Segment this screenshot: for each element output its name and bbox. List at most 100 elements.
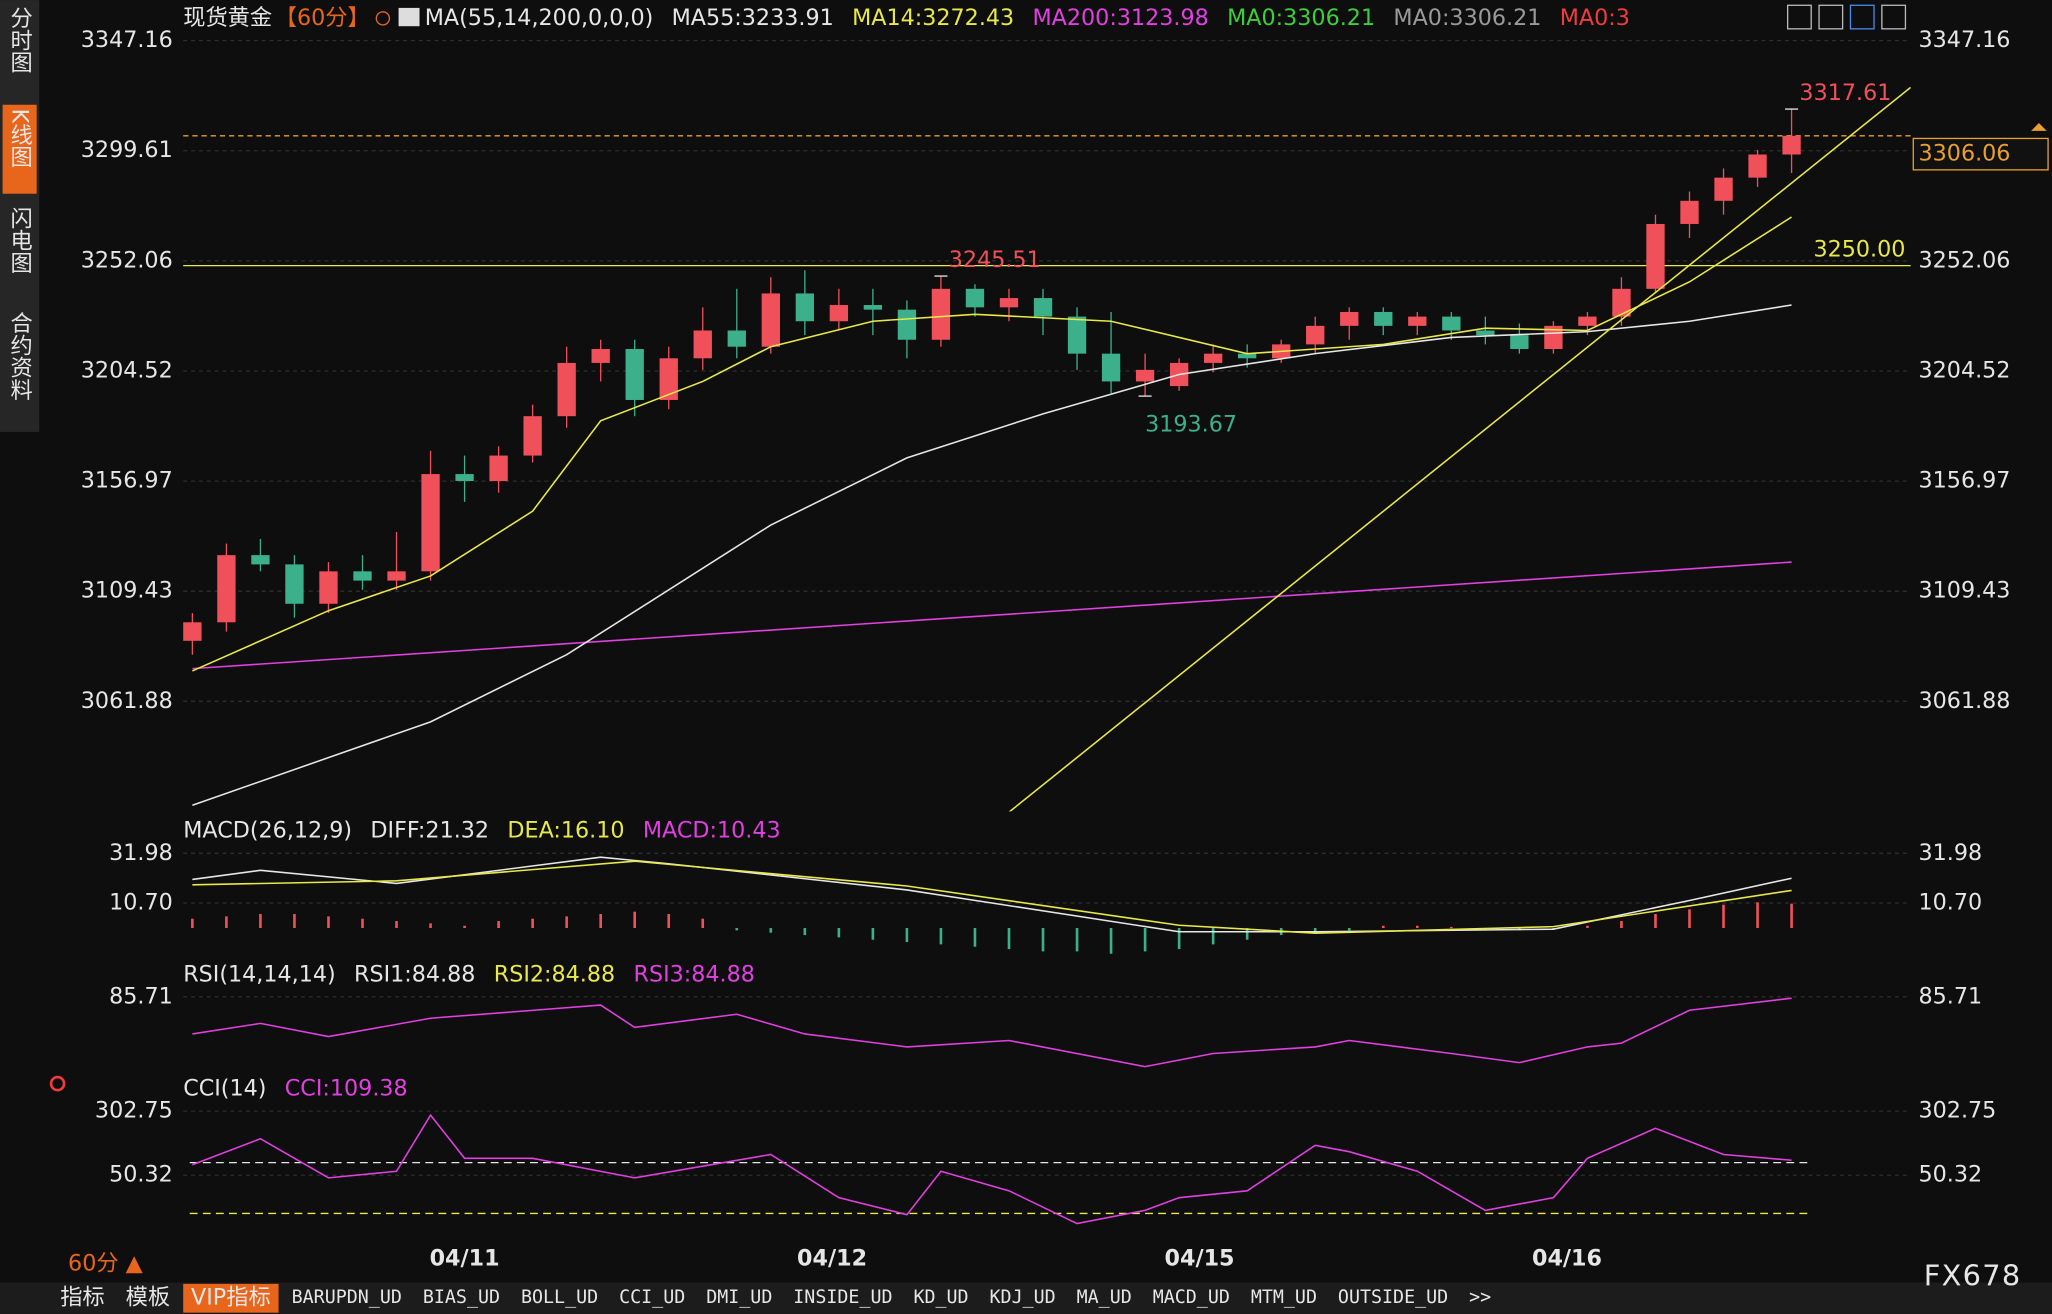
tab[interactable]: INSIDE_UD [793, 1287, 892, 1308]
candle-body [1306, 325, 1325, 345]
legend-item: MA200:3123.98 [1033, 5, 1209, 31]
y-tick-label-right: 3156.97 [1919, 468, 2011, 494]
candle-body [1408, 316, 1427, 326]
tab[interactable]: KDJ_UD [990, 1287, 1056, 1308]
tab[interactable]: MTM_UD [1251, 1287, 1317, 1308]
candle-body [625, 349, 644, 400]
legend-item: MA55:3233.91 [672, 5, 834, 31]
legend-item: MA14:3272.43 [852, 5, 1014, 31]
histogram-bar [1007, 928, 1011, 950]
candle-body [557, 362, 576, 417]
legend-item: CCI:109.38 [285, 1075, 408, 1101]
candle-body [965, 288, 985, 308]
sidebar-tab[interactable]: K线图 [7, 109, 33, 168]
histogram-bar [293, 914, 296, 929]
line [192, 997, 1792, 1068]
tab[interactable]: BARUPDN_UD [292, 1287, 402, 1308]
histogram-bar [735, 928, 739, 931]
chart-title: 现货黄金 [183, 5, 272, 31]
legend-item: RSI1:84.88 [354, 962, 475, 988]
tab[interactable]: DMI_UD [706, 1287, 772, 1308]
candle-body [1101, 353, 1121, 382]
candle-body [829, 305, 849, 322]
candle-body [455, 474, 474, 482]
histogram-bar [803, 928, 807, 936]
tab-bar [0, 1282, 2052, 1314]
icon [398, 7, 420, 27]
sidebar [0, 0, 40, 432]
sidebar-tab[interactable]: 闪电图 [7, 206, 33, 273]
candle-body [285, 564, 304, 604]
candle-body [183, 622, 202, 641]
tab[interactable]: BOLL_UD [521, 1287, 598, 1308]
tab[interactable]: OUTSIDE_UD [1338, 1287, 1448, 1308]
candle-body [863, 305, 883, 310]
tab[interactable]: CCI_UD [619, 1287, 685, 1308]
histogram-bar [837, 928, 841, 938]
candle-body [421, 474, 440, 572]
legend-item: MACD:10.43 [643, 818, 781, 844]
candle-body [931, 288, 951, 340]
line [192, 1113, 1792, 1225]
toolbar-icons[interactable] [1786, 4, 1907, 30]
candle-body [1135, 369, 1155, 382]
histogram-bar [871, 928, 875, 940]
tab[interactable]: 模板 [126, 1285, 170, 1311]
histogram-bar [1313, 928, 1317, 933]
period: 【60分】 [275, 5, 370, 31]
tab-bg[interactable] [183, 1283, 279, 1313]
histogram-bar [1143, 928, 1147, 952]
candle-body [1646, 223, 1665, 289]
histogram-bar [361, 918, 364, 929]
histogram-bar [1450, 926, 1453, 929]
line [192, 304, 1792, 806]
histogram-bar [327, 916, 330, 929]
legend-item: DEA:16.10 [507, 818, 624, 844]
candle-body [523, 416, 542, 456]
icon[interactable] [1849, 4, 1875, 30]
candle-body [1748, 154, 1767, 178]
legend-item: MA0:3 [1560, 5, 1630, 31]
histogram-bar [905, 928, 909, 943]
icon[interactable] [1881, 4, 1907, 30]
y-tick-label-right: 3347.16 [1919, 27, 2011, 53]
tab[interactable]: MACD_UD [1153, 1287, 1230, 1308]
histogram-bar [1245, 928, 1249, 940]
candle-body [727, 330, 746, 347]
tab[interactable]: 指标 [60, 1285, 104, 1311]
tab[interactable]: MA_UD [1077, 1287, 1132, 1308]
tab[interactable]: BIAS_UD [423, 1287, 500, 1308]
tab[interactable]: >> [1469, 1287, 1491, 1308]
histogram-bar [1620, 921, 1623, 929]
legend-item: MACD(26,12,9) [183, 818, 352, 844]
icon[interactable] [1786, 4, 1812, 30]
candle-body [1578, 316, 1597, 326]
y-tick-label-right: 31.98 [1919, 840, 1983, 866]
candle-body [251, 555, 270, 565]
sidebar-tab[interactable]: 分时图 [7, 6, 33, 73]
sidebar-tab[interactable]: 合约资料 [7, 311, 33, 401]
icon[interactable] [1818, 4, 1844, 30]
histogram-bar [191, 918, 194, 929]
y-tick-label-right: 3109.43 [1919, 578, 2011, 604]
candle-body [387, 571, 406, 581]
tab[interactable]: VIP指标 [191, 1285, 271, 1311]
candle-body [353, 571, 372, 581]
y-tick-label: 3204.52 [81, 357, 173, 383]
legend-item: CCI(14) [183, 1075, 266, 1101]
histogram-bar [1722, 904, 1725, 929]
histogram-bar [1790, 903, 1793, 929]
histogram-bar [939, 928, 943, 945]
period-button[interactable]: 60分 ▲ [68, 1251, 144, 1277]
histogram-bar [1109, 928, 1113, 954]
icon [49, 1075, 66, 1092]
tab[interactable]: KD_UD [913, 1287, 968, 1308]
candle-body [1476, 330, 1495, 336]
candle-body [1067, 316, 1087, 354]
legend-item: MA0:3306.21 [1393, 5, 1541, 31]
histogram-bar [497, 921, 500, 929]
histogram-bar [259, 914, 262, 929]
histogram-bar [1415, 925, 1419, 929]
line [1008, 86, 1911, 812]
